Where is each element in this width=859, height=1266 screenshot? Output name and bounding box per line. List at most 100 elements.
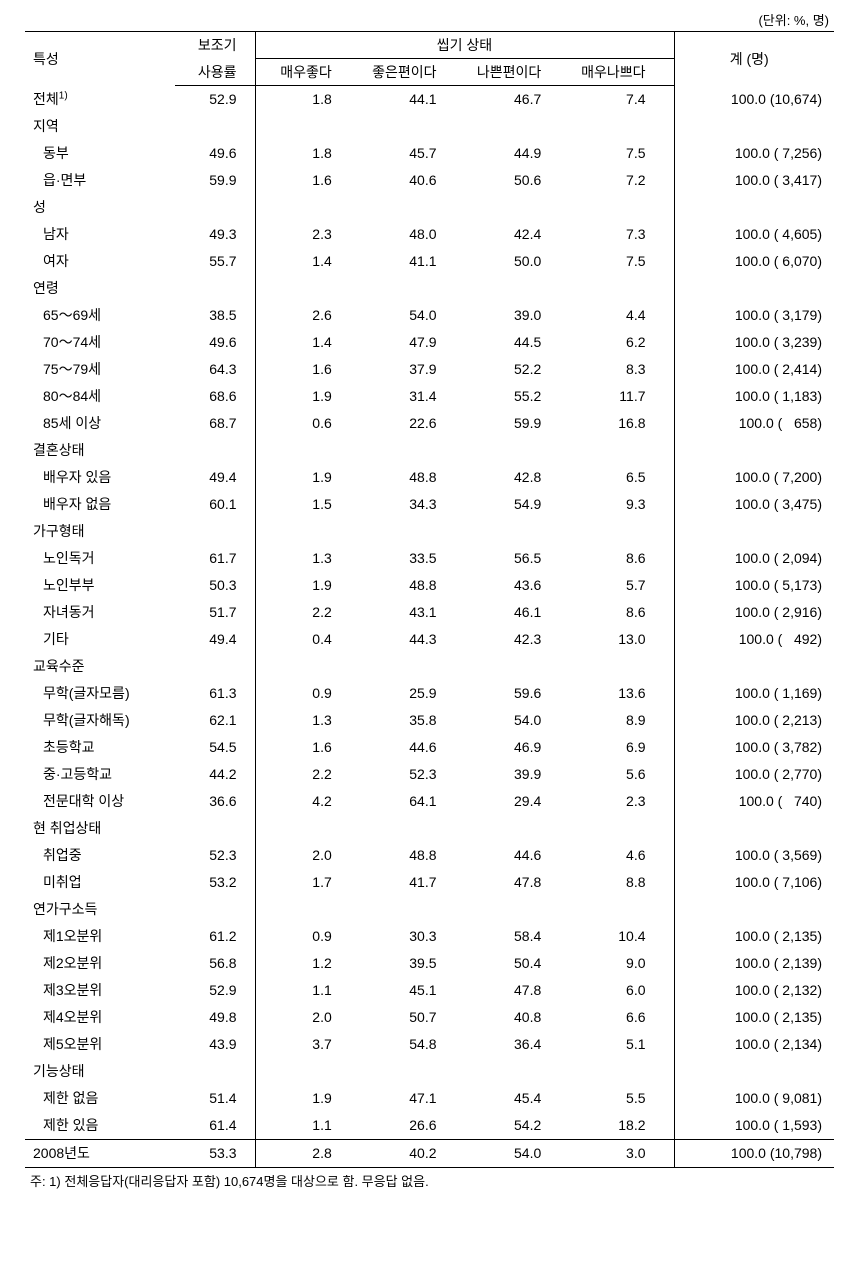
cell-value: 44.5	[465, 329, 570, 356]
cell-total: 100.0 ( 4,605)	[674, 221, 834, 248]
table-body: 전체1)52.91.844.146.77.4100.0 (10,674)지역동부…	[25, 86, 834, 1168]
cell-value: 1.9	[255, 464, 360, 491]
table-row: 무학(글자모름)61.30.925.959.613.6100.0 ( 1,169…	[25, 680, 834, 707]
row-label: 성	[25, 194, 175, 221]
table-row: 초등학교54.51.644.646.96.9100.0 ( 3,782)	[25, 734, 834, 761]
cell-value: 5.7	[569, 572, 674, 599]
cell-value: 13.6	[569, 680, 674, 707]
table-row: 제1오분위61.20.930.358.410.4100.0 ( 2,135)	[25, 923, 834, 950]
header-total: 계 (명)	[674, 32, 834, 86]
header-bad: 나쁜편이다	[465, 59, 570, 86]
cell-total: 100.0 ( 740)	[674, 788, 834, 815]
cell-total: 100.0 ( 3,475)	[674, 491, 834, 518]
cell-value: 42.8	[465, 464, 570, 491]
cell-total: 100.0 ( 1,593)	[674, 1112, 834, 1140]
cell-value: 45.1	[360, 977, 465, 1004]
cell-value: 44.9	[465, 140, 570, 167]
table-row: 전체1)52.91.844.146.77.4100.0 (10,674)	[25, 86, 834, 113]
cell-value: 7.2	[569, 167, 674, 194]
cell-value: 2.3	[569, 788, 674, 815]
row-label: 제한 있음	[25, 1112, 175, 1140]
cell-value: 52.3	[360, 761, 465, 788]
row-label: 동부	[25, 140, 175, 167]
table-row: 전문대학 이상36.64.264.129.42.3100.0 ( 740)	[25, 788, 834, 815]
cell-value: 2.8	[255, 1139, 360, 1167]
row-label: 가구형태	[25, 518, 175, 545]
cell-value: 50.6	[465, 167, 570, 194]
table-row: 지역	[25, 113, 834, 140]
table-row: 65～69세38.52.654.039.04.4100.0 ( 3,179)	[25, 302, 834, 329]
cell-value: 1.5	[255, 491, 360, 518]
cell-value: 54.0	[465, 1139, 570, 1167]
cell-total: 100.0 ( 9,081)	[674, 1085, 834, 1112]
cell-value: 2.2	[255, 761, 360, 788]
cell-value: 30.3	[360, 923, 465, 950]
table-row: 2008년도53.32.840.254.03.0100.0 (10,798)	[25, 1139, 834, 1167]
row-label: 65～69세	[25, 302, 175, 329]
cell-value: 8.6	[569, 599, 674, 626]
cell-value: 53.2	[175, 869, 255, 896]
table-row: 동부49.61.845.744.97.5100.0 ( 7,256)	[25, 140, 834, 167]
cell-value: 45.7	[360, 140, 465, 167]
cell-value: 39.0	[465, 302, 570, 329]
cell-value: 1.7	[255, 869, 360, 896]
cell-value: 6.5	[569, 464, 674, 491]
cell-value: 46.7	[465, 86, 570, 113]
cell-value: 49.4	[175, 626, 255, 653]
cell-value: 35.8	[360, 707, 465, 734]
cell-value: 2.3	[255, 221, 360, 248]
cell-value: 59.9	[175, 167, 255, 194]
cell-value: 50.0	[465, 248, 570, 275]
header-good: 좋은편이다	[360, 59, 465, 86]
cell-value: 0.4	[255, 626, 360, 653]
cell-value: 44.6	[465, 842, 570, 869]
cell-value: 52.3	[175, 842, 255, 869]
cell-value: 54.8	[360, 1031, 465, 1058]
cell-value: 6.6	[569, 1004, 674, 1031]
cell-value: 43.9	[175, 1031, 255, 1058]
cell-value: 51.4	[175, 1085, 255, 1112]
row-label: 취업중	[25, 842, 175, 869]
cell-value: 36.4	[465, 1031, 570, 1058]
data-table: 특성 보조기 씹기 상태 계 (명) 사용률 매우좋다 좋은편이다 나쁜편이다 …	[25, 31, 834, 1168]
table-row: 자녀동거51.72.243.146.18.6100.0 ( 2,916)	[25, 599, 834, 626]
cell-value: 34.3	[360, 491, 465, 518]
cell-value: 4.2	[255, 788, 360, 815]
cell-value: 8.3	[569, 356, 674, 383]
table-row: 읍·면부59.91.640.650.67.2100.0 ( 3,417)	[25, 167, 834, 194]
cell-value: 62.1	[175, 707, 255, 734]
cell-value: 43.6	[465, 572, 570, 599]
cell-value: 36.6	[175, 788, 255, 815]
cell-value: 4.4	[569, 302, 674, 329]
cell-value: 54.2	[465, 1112, 570, 1140]
cell-total: 100.0 ( 7,256)	[674, 140, 834, 167]
cell-total: 100.0 ( 3,782)	[674, 734, 834, 761]
table-row: 기능상태	[25, 1058, 834, 1085]
table-row: 제한 없음51.41.947.145.45.5100.0 ( 9,081)	[25, 1085, 834, 1112]
row-label: 교육수준	[25, 653, 175, 680]
row-label: 80～84세	[25, 383, 175, 410]
cell-value: 53.3	[175, 1139, 255, 1167]
row-label: 무학(글자해독)	[25, 707, 175, 734]
cell-value: 1.2	[255, 950, 360, 977]
table-row: 80～84세68.61.931.455.211.7100.0 ( 1,183)	[25, 383, 834, 410]
row-label: 무학(글자모름)	[25, 680, 175, 707]
row-label: 배우자 없음	[25, 491, 175, 518]
row-label: 남자	[25, 221, 175, 248]
cell-value: 5.6	[569, 761, 674, 788]
header-usage-top: 보조기	[175, 32, 255, 59]
cell-value: 6.0	[569, 977, 674, 1004]
row-label: 85세 이상	[25, 410, 175, 437]
cell-value: 8.9	[569, 707, 674, 734]
cell-value: 56.5	[465, 545, 570, 572]
cell-value: 41.1	[360, 248, 465, 275]
cell-value: 68.7	[175, 410, 255, 437]
cell-value: 18.2	[569, 1112, 674, 1140]
row-label: 미취업	[25, 869, 175, 896]
cell-value: 1.4	[255, 329, 360, 356]
cell-value: 2.0	[255, 842, 360, 869]
cell-value: 44.6	[360, 734, 465, 761]
cell-total: 100.0 ( 2,916)	[674, 599, 834, 626]
cell-value: 49.4	[175, 464, 255, 491]
cell-value: 0.9	[255, 923, 360, 950]
